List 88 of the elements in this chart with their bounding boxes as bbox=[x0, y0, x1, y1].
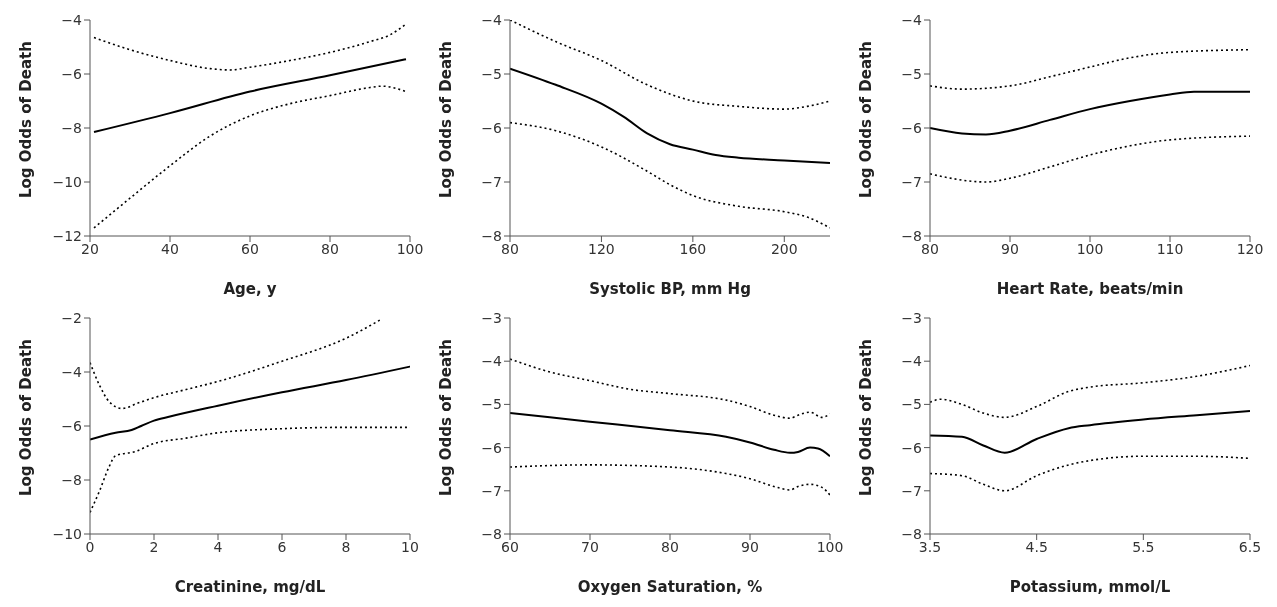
line-series bbox=[510, 412, 830, 458]
y-tick-label: −7 bbox=[901, 482, 922, 499]
x-tick-label: 8 bbox=[341, 538, 351, 555]
y-tick-label: −3 bbox=[901, 309, 922, 326]
y-axis-title: Log Odds of Death bbox=[437, 41, 456, 198]
y-tick-label: −5 bbox=[481, 396, 502, 413]
x-tick-label: 100 bbox=[1076, 240, 1104, 257]
y-tick-label: −8 bbox=[901, 227, 922, 244]
line-series bbox=[510, 358, 830, 420]
y-axis-title: Log Odds of Death bbox=[17, 339, 36, 496]
x-tick-label: 20 bbox=[81, 240, 99, 257]
x-tick-label: 6.5 bbox=[1238, 538, 1262, 555]
y-tick-label: −6 bbox=[901, 119, 923, 136]
x-tick-label: 10 bbox=[401, 538, 419, 555]
line-series bbox=[930, 455, 1250, 492]
y-tick-label: −10 bbox=[52, 173, 82, 190]
x-tick-label: 160 bbox=[679, 240, 707, 257]
y-tick-label: −8 bbox=[61, 471, 82, 488]
x-tick-label: 70 bbox=[581, 538, 599, 555]
x-tick-label: 60 bbox=[501, 538, 519, 555]
y-tick-label: −6 bbox=[61, 417, 83, 434]
x-tick-label: 4.5 bbox=[1025, 538, 1048, 555]
y-axis-title: Log Odds of Death bbox=[17, 41, 36, 198]
y-tick-label: −4 bbox=[481, 11, 503, 28]
line-series bbox=[93, 58, 407, 134]
x-tick-label: 90 bbox=[741, 538, 759, 555]
y-tick-label: −8 bbox=[481, 525, 502, 542]
y-tick-label: −10 bbox=[52, 525, 82, 542]
line-series bbox=[93, 23, 407, 71]
y-tick-label: −6 bbox=[481, 119, 503, 136]
line-series bbox=[510, 464, 830, 496]
line-series bbox=[930, 90, 1250, 136]
x-axis-title: Systolic BP, mm Hg bbox=[589, 280, 751, 298]
line-series bbox=[930, 48, 1250, 90]
line-series bbox=[930, 409, 1250, 454]
x-tick-label: 80 bbox=[501, 240, 519, 257]
line-series bbox=[90, 318, 382, 410]
y-tick-label: −12 bbox=[52, 227, 82, 244]
x-tick-label: 40 bbox=[161, 240, 179, 257]
y-tick-label: −7 bbox=[481, 482, 502, 499]
x-tick-label: 60 bbox=[241, 240, 259, 257]
y-tick-label: −5 bbox=[901, 65, 922, 82]
line-series bbox=[930, 135, 1250, 183]
x-axis-title: Potassium, mmol/L bbox=[1009, 578, 1171, 596]
y-tick-label: −7 bbox=[901, 173, 922, 190]
x-tick-label: 4 bbox=[213, 538, 223, 555]
x-tick-label: 200 bbox=[770, 240, 798, 257]
y-axis-title: Log Odds of Death bbox=[437, 339, 456, 496]
y-tick-label: −4 bbox=[61, 11, 83, 28]
x-tick-label: 6 bbox=[277, 538, 287, 555]
y-tick-label: −6 bbox=[901, 439, 923, 456]
x-tick-label: 110 bbox=[1156, 240, 1184, 257]
line-series bbox=[510, 121, 830, 229]
y-tick-label: −5 bbox=[901, 396, 922, 413]
line-series bbox=[90, 365, 410, 441]
y-tick-label: −2 bbox=[61, 309, 82, 326]
x-axis-title: Heart Rate, beats/min bbox=[996, 280, 1184, 298]
y-tick-label: −4 bbox=[481, 353, 503, 370]
line-series bbox=[930, 364, 1250, 419]
x-axis-title: Creatinine, mg/dL bbox=[174, 578, 326, 596]
x-tick-label: 80 bbox=[921, 240, 939, 257]
y-tick-label: −8 bbox=[481, 227, 502, 244]
x-tick-label: 100 bbox=[396, 240, 424, 257]
y-tick-label: −8 bbox=[61, 119, 82, 136]
y-tick-label: −7 bbox=[481, 173, 502, 190]
x-tick-label: 90 bbox=[1001, 240, 1019, 257]
y-axis-title: Log Odds of Death bbox=[857, 41, 876, 198]
y-tick-label: −4 bbox=[901, 11, 923, 28]
x-tick-label: 100 bbox=[816, 538, 844, 555]
x-tick-label: 120 bbox=[588, 240, 615, 257]
line-series bbox=[510, 67, 830, 165]
y-axis-title: Log Odds of Death bbox=[857, 339, 876, 496]
x-tick-label: 2 bbox=[149, 538, 159, 555]
x-tick-label: 120 bbox=[1236, 240, 1264, 257]
x-tick-label: 80 bbox=[661, 538, 679, 555]
y-tick-label: −6 bbox=[61, 65, 83, 82]
y-tick-label: −4 bbox=[901, 353, 923, 370]
line-series bbox=[510, 20, 830, 110]
x-tick-label: 0 bbox=[85, 538, 95, 555]
x-axis-title: Age, y bbox=[223, 280, 277, 298]
line-series bbox=[93, 85, 407, 229]
y-tick-label: −4 bbox=[61, 363, 83, 380]
y-tick-label: −5 bbox=[481, 65, 502, 82]
x-tick-label: 5.5 bbox=[1132, 538, 1155, 555]
y-tick-label: −3 bbox=[481, 309, 502, 326]
x-tick-label: 80 bbox=[321, 240, 339, 257]
x-axis-title: Oxygen Saturation, % bbox=[577, 578, 763, 596]
y-tick-label: −6 bbox=[481, 439, 503, 456]
